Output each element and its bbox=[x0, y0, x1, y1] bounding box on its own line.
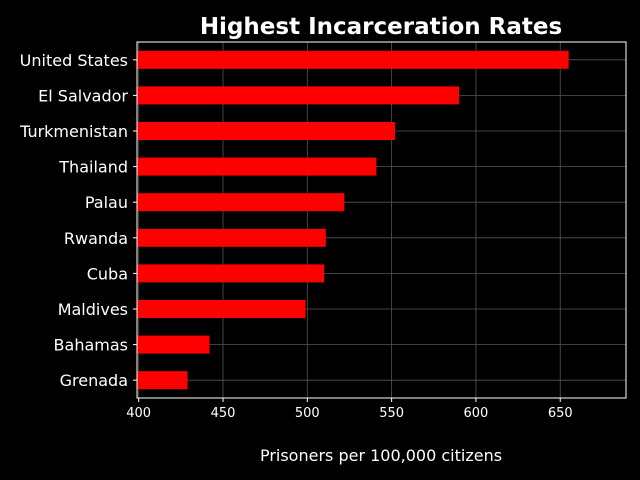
bar bbox=[137, 50, 569, 69]
x-tick-label: 550 bbox=[379, 406, 404, 421]
x-tick-label: 450 bbox=[211, 406, 236, 421]
category-label: Bahamas bbox=[54, 336, 128, 355]
category-label: Grenada bbox=[60, 371, 128, 390]
bars bbox=[137, 50, 569, 390]
bar bbox=[137, 335, 210, 354]
bar bbox=[137, 157, 377, 176]
category-label: Maldives bbox=[58, 300, 128, 319]
x-tick-label: 600 bbox=[464, 406, 489, 421]
category-label: Thailand bbox=[58, 158, 128, 177]
bar bbox=[137, 300, 306, 318]
bar bbox=[137, 86, 460, 105]
x-tick-label: 500 bbox=[295, 406, 320, 421]
bar bbox=[137, 264, 325, 283]
x-tick-label: 650 bbox=[548, 406, 573, 421]
x-tick-label: 400 bbox=[126, 406, 151, 421]
category-label: Palau bbox=[85, 193, 128, 212]
category-label: Turkmenistan bbox=[19, 122, 128, 141]
category-label: Cuba bbox=[87, 264, 128, 283]
plot-frame bbox=[136, 41, 627, 399]
category-label: United States bbox=[20, 51, 128, 70]
y-axis-categories: United States El Salvador Turkmenistan Thai… bbox=[19, 51, 128, 390]
x-axis-ticks: 400 450 500 550 600 650 bbox=[126, 59, 573, 421]
chart-title: Highest Incarceration Rates bbox=[200, 14, 562, 40]
bar bbox=[137, 193, 345, 212]
category-label: El Salvador bbox=[38, 86, 128, 105]
bar bbox=[137, 228, 326, 247]
category-label: Rwanda bbox=[64, 229, 128, 248]
bar bbox=[137, 122, 395, 140]
bar bbox=[137, 371, 188, 390]
x-axis-label: Prisoners per 100,000 citizens bbox=[260, 446, 502, 465]
